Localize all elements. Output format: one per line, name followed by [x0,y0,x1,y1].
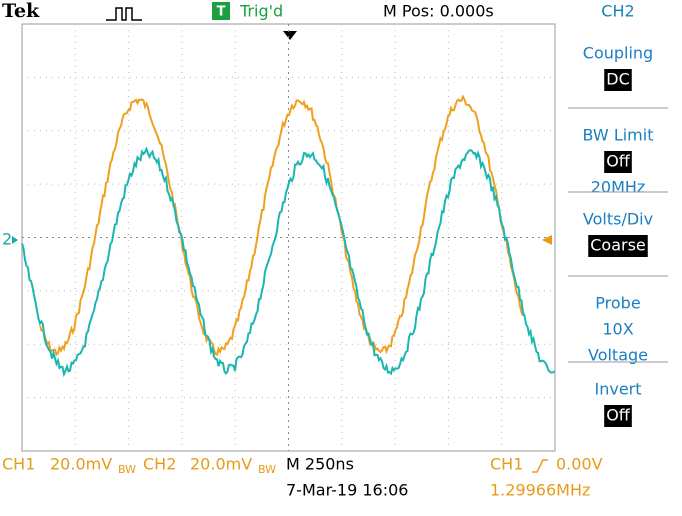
side-menu: CH2 Coupling DC BW Limit Off 20MHz Volts/Div C… [558,2,682,451]
ch2-marker: 2 [2,230,12,249]
ch2-trace [21,146,556,378]
menu-line: Voltage [588,346,648,365]
ch1-scale: 20.0mV [50,455,112,474]
ch1-label: CH1 [2,455,35,474]
ch1-bw: BW [118,463,136,476]
menu-value: DC [606,70,630,89]
menu-label: Volts/Div [583,210,653,229]
trigger-badge [212,2,230,20]
menu-label: Coupling [583,44,653,63]
menu-line: 10X [602,320,633,339]
trigger-slope [532,459,548,473]
trigger-position-marker [283,31,297,40]
frequency: 1.29966MHz [490,481,590,500]
ch2-marker-arrow [12,236,18,244]
menu-value-box [604,405,632,427]
menu-value: Off [606,152,631,171]
menu-title: CH2 [601,2,634,21]
date: 7-Mar-19 16:06 [286,481,408,500]
menu-label: BW Limit [583,126,654,145]
trigger-level: 0.00V [556,455,603,474]
trigger-source: CH1 [490,455,523,474]
menu-value: Coarse [590,236,646,255]
ch2-scale: 20.0mV [190,455,252,474]
menu-value-box [604,151,632,173]
ch1-trace [39,94,524,357]
graticule [22,24,555,451]
brand: Tek [2,0,40,22]
ch2-label: CH2 [143,455,176,474]
trigger-icon-edge [106,7,142,21]
menu-value-box [588,235,648,257]
trigger-status: Trig'd [239,2,283,21]
menu-label: Probe [595,294,640,313]
ch2-bw: BW [258,463,276,476]
menu-extra: 20MHz [591,178,646,197]
position: M Pos: 0.000s [383,2,494,21]
timebase: M 250ns [286,455,354,474]
menu-label: Invert [594,380,641,399]
menu-value-box [604,69,632,91]
ch1-marker [542,235,552,245]
trigger-badge-text: T [217,5,226,20]
menu-value: Off [606,406,631,425]
